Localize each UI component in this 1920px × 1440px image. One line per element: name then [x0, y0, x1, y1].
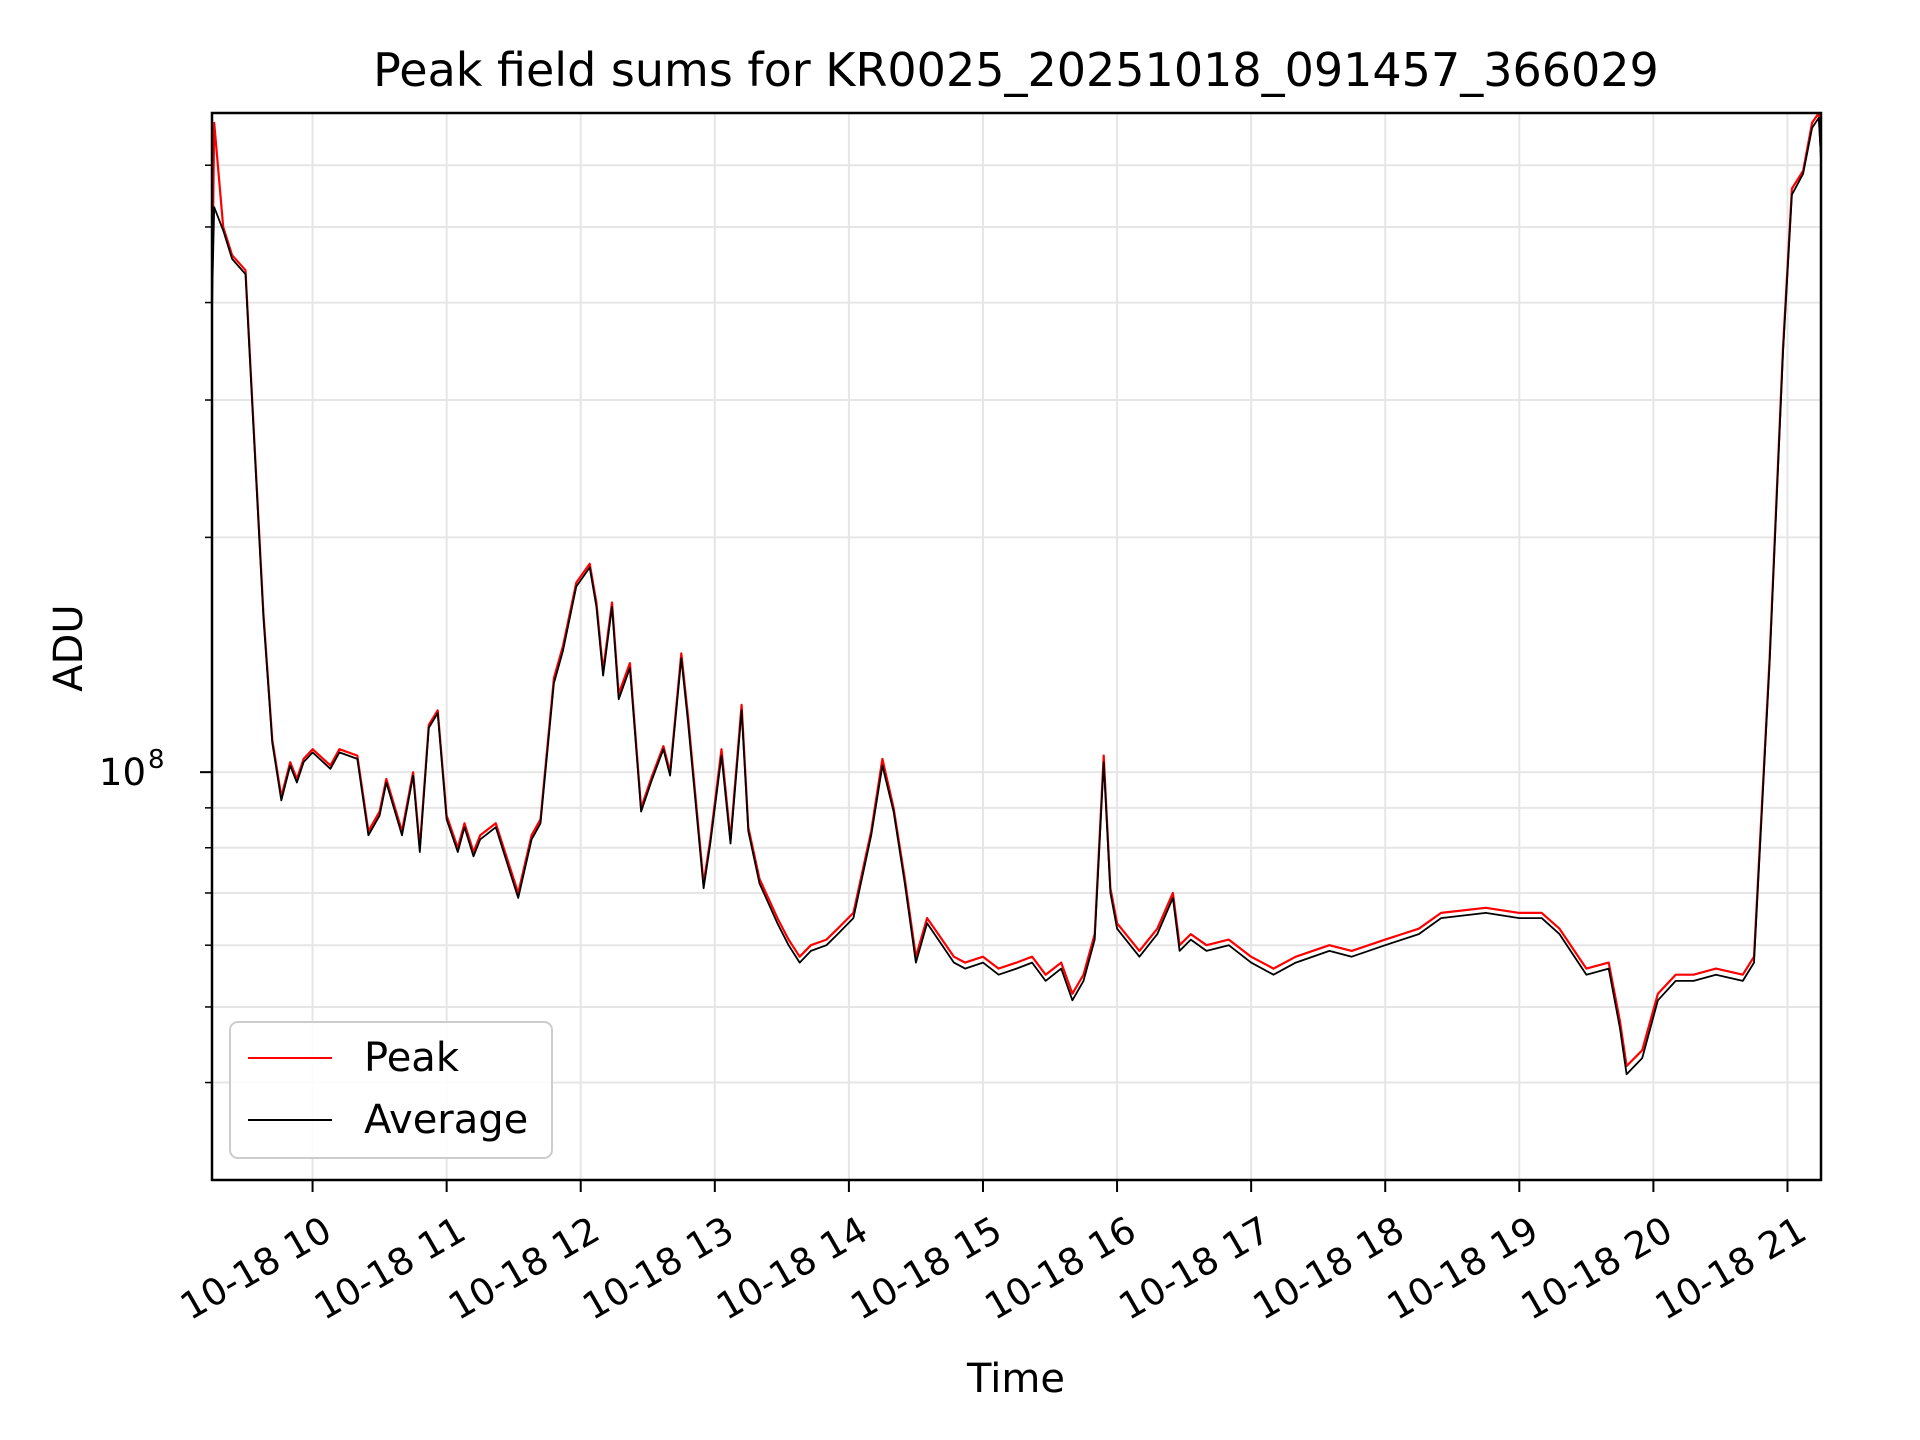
legend-peak-label: Peak [364, 1035, 460, 1081]
series-lines [210, 111, 1823, 1076]
y-axis-ticks: 10 8 [99, 164, 212, 1084]
grid [212, 113, 1821, 1180]
plot-frame [210, 111, 1823, 1182]
legend-box [229, 1021, 553, 1159]
chart-title: Peak field sums for KR0025_20251018_0914… [373, 43, 1659, 97]
series-line-average [211, 117, 1822, 1076]
y-tick-label: 10 [99, 751, 146, 794]
y-axis-label: ADU [46, 604, 92, 691]
y-tick-label-exponent: 8 [148, 745, 165, 775]
x-axis-label: Time [966, 1356, 1065, 1402]
legend: Peak Average [229, 1021, 553, 1159]
legend-average-label: Average [364, 1097, 528, 1143]
